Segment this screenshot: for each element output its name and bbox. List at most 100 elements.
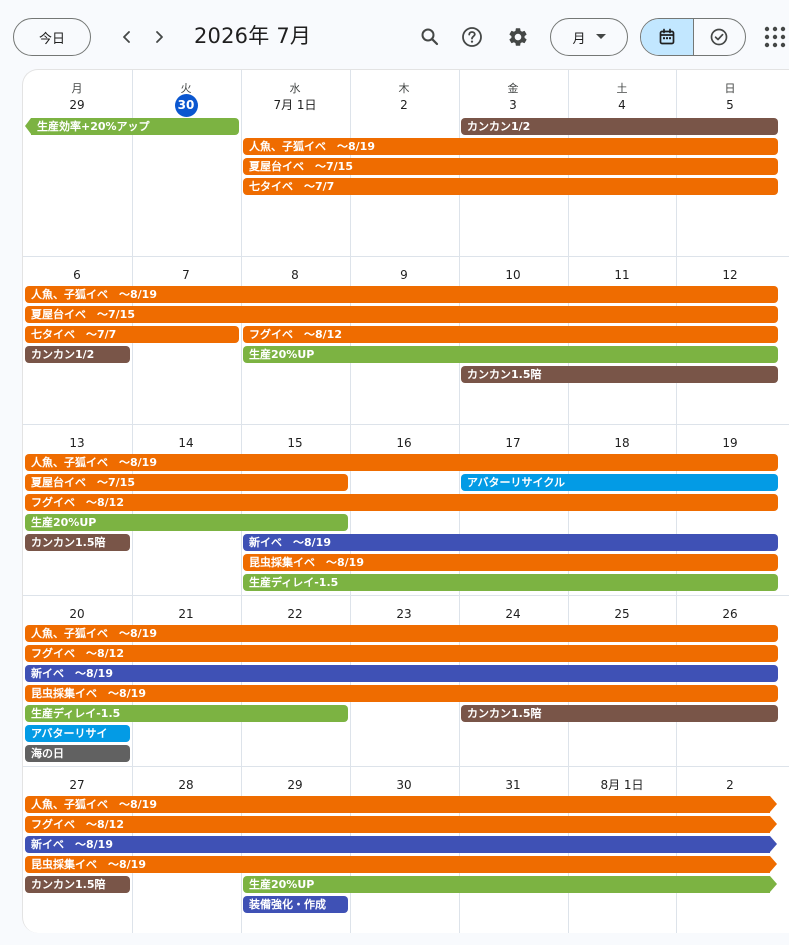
day-number[interactable]: 18 [568, 432, 676, 454]
event-chip[interactable]: 夏屋台イベ ～7/15 [25, 306, 778, 323]
event-chip[interactable]: 新イベ ～8/19 [243, 534, 778, 551]
view-selector[interactable]: 月 [550, 18, 628, 56]
event-chip[interactable]: 人魚、子狐イベ ～8/19 [25, 286, 778, 303]
day-number[interactable]: 8 [241, 264, 349, 286]
day-number[interactable]: 5 [676, 94, 784, 116]
day-number-label: 18 [614, 436, 630, 450]
event-chip[interactable]: 昆虫採集イベ ～8/19 [25, 685, 778, 702]
event-chip[interactable]: 人魚、子狐イベ ～8/19 [25, 454, 778, 471]
event-chip[interactable]: フグイベ ～8/12 [25, 645, 778, 662]
day-number[interactable]: 19 [676, 432, 784, 454]
day-number[interactable]: 14 [132, 432, 240, 454]
prev-month-button[interactable] [112, 22, 142, 52]
day-number[interactable]: 26 [676, 603, 784, 625]
day-number[interactable]: 25 [568, 603, 676, 625]
calendar-icon [659, 28, 675, 45]
day-number[interactable]: 11 [568, 264, 676, 286]
event-chip[interactable]: カンカン1.5陪 [25, 534, 130, 551]
apps-button[interactable] [762, 24, 788, 50]
event-chip[interactable]: 人魚、子狐イベ ～8/19 [243, 138, 778, 155]
event-chip[interactable]: 昆虫採集イベ ～8/19 [243, 554, 778, 571]
event-chip[interactable]: アバターリサイ [25, 725, 130, 742]
chevron-right-icon [156, 31, 163, 43]
day-number[interactable]: 4 [568, 94, 676, 116]
event-continues-right-icon [770, 876, 777, 892]
day-number[interactable]: 28 [132, 774, 240, 796]
day-number[interactable]: 30 [350, 774, 458, 796]
day-number-today[interactable]: 30 [132, 94, 240, 117]
day-number[interactable]: 8月 1日 [568, 774, 676, 796]
day-number-label: 12 [722, 268, 738, 282]
day-number[interactable]: 10 [459, 264, 567, 286]
event-chip[interactable]: カンカン1/2 [461, 118, 778, 135]
day-number[interactable]: 12 [676, 264, 784, 286]
event-chip[interactable]: アバターリサイクル [461, 474, 778, 491]
day-number[interactable]: 2 [350, 94, 458, 116]
search-button[interactable] [415, 22, 445, 52]
event-chip[interactable]: 海の日 [25, 745, 130, 762]
day-number-label: 20 [69, 607, 85, 621]
day-number[interactable]: 27 [23, 774, 131, 796]
chevron-left-icon [123, 31, 130, 43]
day-number[interactable]: 7月 1日 [241, 94, 349, 116]
calendar-view-toggle[interactable] [641, 19, 694, 55]
day-number[interactable]: 21 [132, 603, 240, 625]
event-chip[interactable]: 装備強化・作成 [243, 896, 348, 913]
day-number[interactable]: 2 [676, 774, 784, 796]
event-chip[interactable]: 生産20%UP [243, 876, 770, 893]
day-number[interactable]: 7 [132, 264, 240, 286]
help-icon [462, 27, 482, 47]
day-number[interactable]: 20 [23, 603, 131, 625]
day-number[interactable]: 24 [459, 603, 567, 625]
event-chip[interactable]: 生産ディレイ-1.5 [25, 705, 348, 722]
day-number[interactable]: 31 [459, 774, 567, 796]
day-number[interactable]: 6 [23, 264, 131, 286]
today-button[interactable]: 今日 [13, 18, 91, 56]
apps-grid-icon [764, 26, 786, 48]
tasks-icon [710, 28, 728, 46]
day-number[interactable]: 22 [241, 603, 349, 625]
settings-button[interactable] [503, 22, 533, 52]
day-number-label: 16 [396, 436, 412, 450]
event-chip[interactable]: フグイベ ～8/12 [243, 326, 778, 343]
day-number[interactable]: 16 [350, 432, 458, 454]
day-number[interactable]: 17 [459, 432, 567, 454]
event-chip[interactable]: カンカン1.5陪 [461, 705, 778, 722]
day-number-label: 28 [178, 778, 194, 792]
event-chip[interactable]: 昆虫採集イベ ～8/19 [25, 856, 770, 873]
event-chip[interactable]: カンカン1.5陪 [25, 876, 130, 893]
event-chip[interactable]: フグイベ ～8/12 [25, 494, 778, 511]
event-continues-right-icon [770, 856, 777, 872]
day-number[interactable]: 9 [350, 264, 458, 286]
day-number[interactable]: 23 [350, 603, 458, 625]
event-chip[interactable]: 人魚、子狐イベ ～8/19 [25, 796, 770, 813]
day-number-label: 3 [509, 98, 517, 112]
tasks-view-toggle[interactable] [694, 19, 746, 55]
day-number-label: 24 [505, 607, 521, 621]
event-chip[interactable]: カンカン1.5陪 [461, 366, 778, 383]
event-chip[interactable]: 人魚、子狐イベ ～8/19 [25, 625, 778, 642]
next-month-button[interactable] [144, 22, 174, 52]
event-chip[interactable]: カンカン1/2 [25, 346, 130, 363]
event-chip[interactable]: 生産効率+20%アップ [31, 118, 239, 135]
event-chip[interactable]: 夏屋台イベ ～7/15 [25, 474, 348, 491]
day-number[interactable]: 29 [241, 774, 349, 796]
event-chip[interactable]: 生産ディレイ-1.5 [243, 574, 778, 591]
event-chip[interactable]: 七タイベ ～7/7 [25, 326, 239, 343]
event-chip[interactable]: 夏屋台イベ ～7/15 [243, 158, 778, 175]
event-chip[interactable]: 新イベ ～8/19 [25, 836, 770, 853]
event-chip[interactable]: フグイベ ～8/12 [25, 816, 770, 833]
day-number[interactable]: 15 [241, 432, 349, 454]
caret-down-icon [595, 34, 606, 39]
day-number[interactable]: 3 [459, 94, 567, 116]
help-button[interactable] [457, 22, 487, 52]
day-number-label: 13 [69, 436, 85, 450]
day-number-label: 17 [505, 436, 521, 450]
weekday-header: 木 [398, 82, 410, 95]
event-chip[interactable]: 生産20%UP [25, 514, 348, 531]
event-chip[interactable]: 七タイベ ～7/7 [243, 178, 778, 195]
event-chip[interactable]: 生産20%UP [243, 346, 778, 363]
day-number[interactable]: 13 [23, 432, 131, 454]
event-chip[interactable]: 新イベ ～8/19 [25, 665, 778, 682]
day-number[interactable]: 29 [23, 94, 131, 116]
